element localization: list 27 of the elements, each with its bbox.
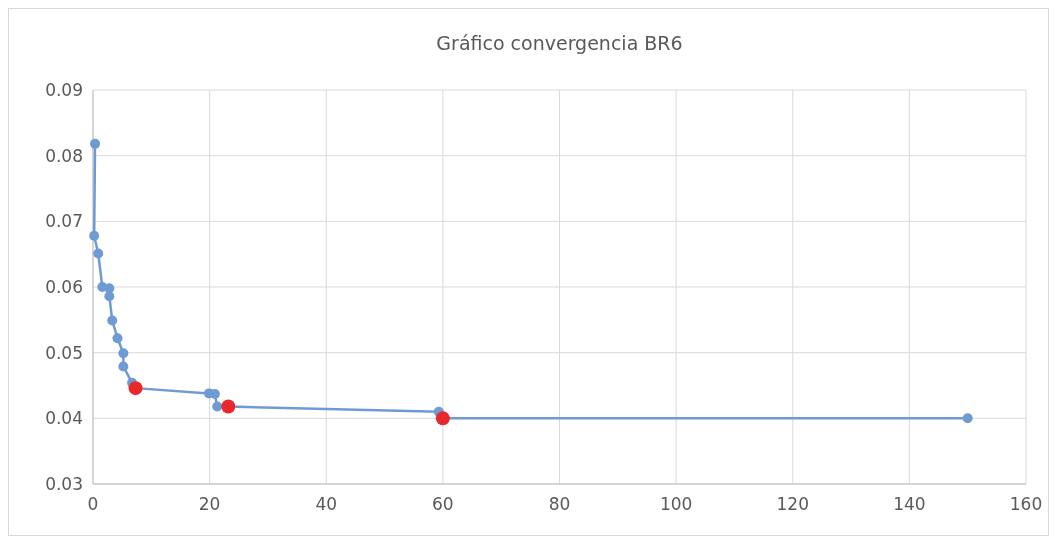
point	[118, 348, 129, 359]
point	[89, 230, 100, 241]
x-tick-label: 80	[548, 494, 571, 514]
x-tick-label: 140	[893, 494, 926, 514]
chart-title: Gráfico convergencia BR6	[436, 32, 683, 54]
y-tick-label: 0.03	[45, 474, 83, 494]
x-tick-label: 160	[1009, 494, 1043, 514]
y-tick-label: 0.08	[45, 145, 83, 166]
point	[112, 333, 123, 344]
x-tick-label: 40	[315, 494, 338, 514]
point	[118, 361, 129, 372]
x-tick-label: 60	[432, 494, 454, 514]
point	[107, 315, 118, 326]
y-tick-label: 0.06	[45, 277, 83, 297]
point	[93, 248, 104, 259]
y-tick-label: 0.09	[45, 80, 83, 100]
point	[104, 291, 115, 302]
point	[962, 413, 973, 424]
point	[90, 138, 101, 149]
y-tick-label: 0.07	[45, 211, 83, 232]
y-tick-label: 0.04	[45, 408, 83, 429]
y-tick-label: 0.05	[45, 342, 83, 363]
x-tick-label: 100	[659, 494, 693, 514]
x-tick-label: 120	[776, 494, 809, 514]
point	[212, 401, 223, 412]
x-tick-label: 20	[198, 494, 221, 514]
x-tick-label: 0	[87, 494, 99, 514]
